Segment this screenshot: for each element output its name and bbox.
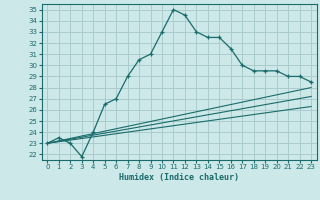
X-axis label: Humidex (Indice chaleur): Humidex (Indice chaleur): [119, 173, 239, 182]
